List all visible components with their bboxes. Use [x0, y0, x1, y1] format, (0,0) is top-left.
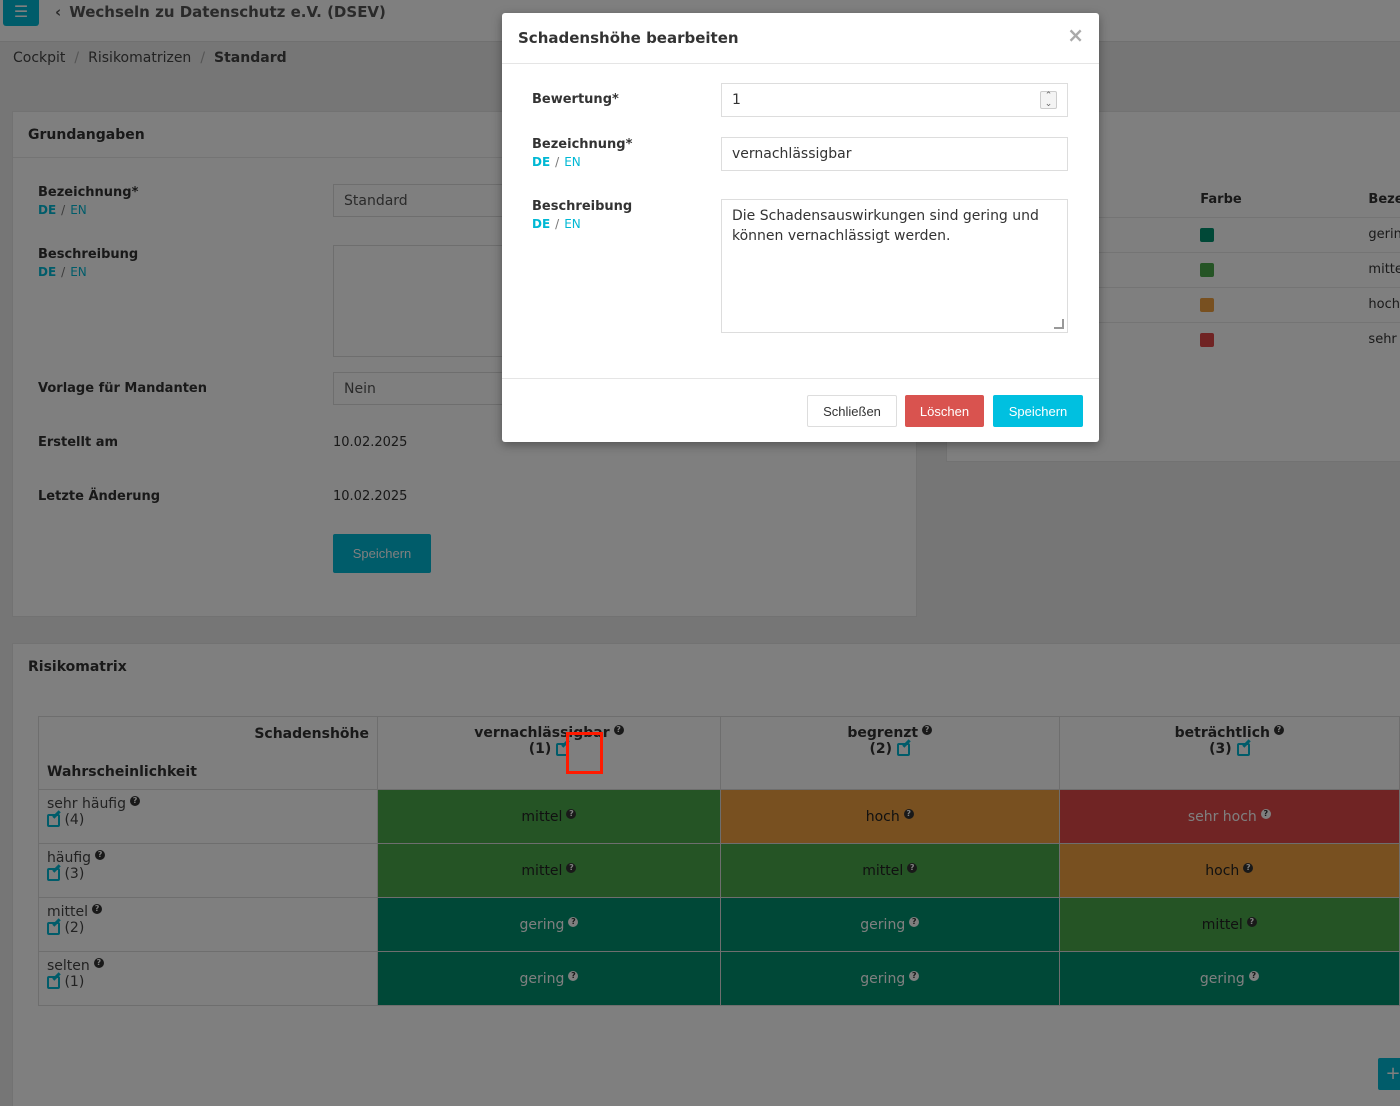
lang-en-link[interactable]: EN — [564, 155, 581, 169]
modal-bezeichnung-input[interactable]: vernachlässigbar — [721, 137, 1068, 171]
bewertung-input[interactable]: 1 ⌃ ⌄ — [721, 83, 1068, 117]
modal-beschreibung-label: Beschreibung DE / EN — [532, 199, 633, 231]
close-button[interactable]: Schließen — [807, 395, 897, 427]
highlight-box — [566, 732, 603, 774]
modal-bezeichnung-label: Bezeichnung* DE / EN — [532, 137, 633, 169]
lang-de-link[interactable]: DE — [532, 155, 551, 169]
modal-footer-divider — [502, 378, 1099, 379]
lang-en-link[interactable]: EN — [564, 217, 581, 231]
modal-title: Schadenshöhe bearbeiten — [502, 13, 1099, 64]
edit-damage-modal: Schadenshöhe bearbeiten × Bewertung* 1 ⌃… — [502, 13, 1099, 442]
resize-handle-icon[interactable] — [1054, 319, 1064, 329]
number-spinner-icon[interactable]: ⌃ ⌄ — [1040, 91, 1057, 109]
lang-de-link[interactable]: DE — [532, 217, 551, 231]
delete-button[interactable]: Löschen — [905, 395, 984, 427]
modal-save-button[interactable]: Speichern — [993, 395, 1083, 427]
modal-beschreibung-textarea[interactable]: Die Schadensauswirkungen sind gering und… — [721, 199, 1068, 333]
close-icon[interactable]: × — [1067, 23, 1084, 47]
bewertung-label: Bewertung* — [532, 92, 619, 107]
